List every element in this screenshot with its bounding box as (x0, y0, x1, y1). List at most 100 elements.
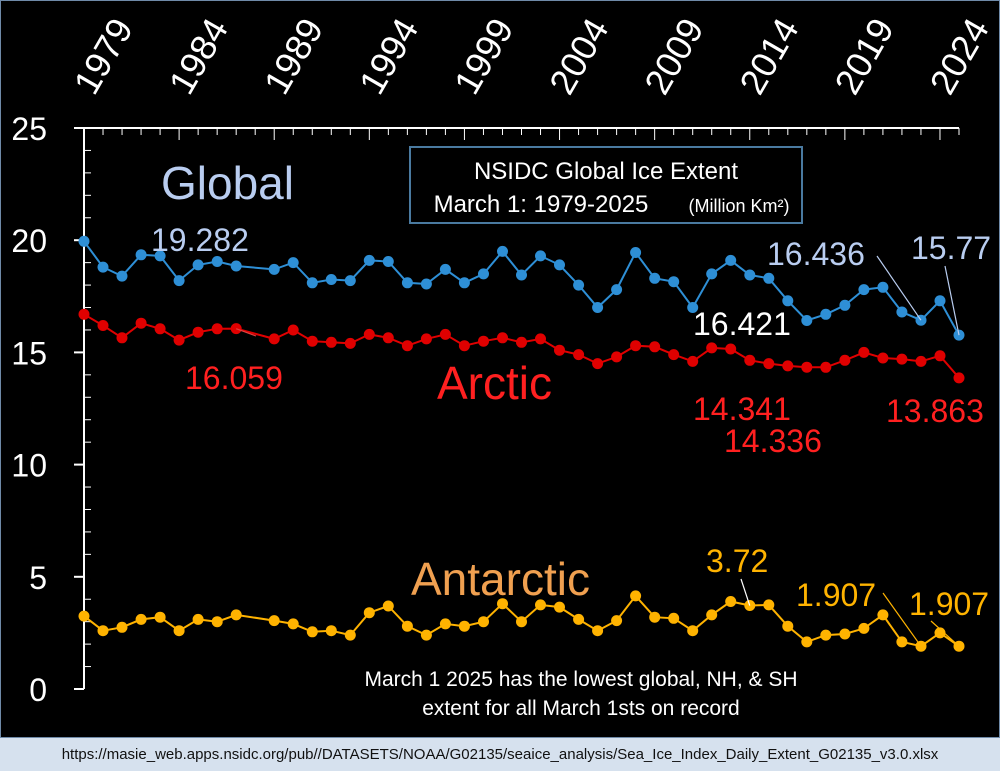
chart-panel: 0 5 10 15 20 25 1979 1984 1989 1994 1999 2004 2009 20… (0, 0, 1000, 738)
data-point-arctic (192, 326, 204, 338)
data-point-global (573, 279, 585, 291)
data-point-antarctic (535, 599, 546, 611)
data-point-antarctic (116, 621, 128, 633)
x-tick-label: 1979 (65, 11, 141, 101)
data-point-global (554, 259, 565, 271)
data-point-antarctic (801, 636, 813, 648)
data-point-arctic (344, 337, 356, 349)
data-point-global (154, 250, 166, 262)
data-point-antarctic (287, 618, 299, 630)
y-tick-label: 15 (11, 335, 47, 371)
data-point-global (782, 295, 794, 307)
data-point-arctic (877, 352, 889, 364)
data-point-global (382, 256, 394, 267)
data-point-antarctic (306, 626, 318, 638)
series-label-arctic: Arctic (437, 357, 552, 409)
data-point-global (363, 254, 375, 266)
series-line-antarctic (83, 594, 960, 648)
note-line2: extent for all March 1sts on record (422, 697, 739, 720)
data-point-global (668, 276, 680, 288)
data-point-global (896, 306, 908, 318)
data-point-global (192, 259, 204, 271)
data-point-arctic (668, 349, 680, 361)
data-point-arctic (554, 344, 565, 356)
data-label-arctic-1987: 16.059 (185, 360, 283, 396)
x-tick-label: 1989 (256, 11, 332, 101)
data-point-antarctic (439, 618, 451, 630)
data-point-antarctic (382, 600, 394, 612)
series-line-global (83, 240, 960, 336)
data-point-global (801, 315, 813, 326)
data-point-global (516, 269, 527, 281)
data-point-antarctic (839, 628, 851, 640)
data-point-arctic (934, 350, 946, 362)
data-point-arctic (535, 333, 546, 345)
data-point-arctic (649, 341, 661, 353)
data-label-antarctic-2014: 3.72 (706, 543, 768, 579)
data-point-arctic (420, 333, 432, 345)
x-tick-label: 1999 (446, 11, 522, 101)
data-point-arctic (858, 346, 870, 358)
data-point-global (763, 272, 775, 284)
x-tick-label: 1984 (161, 11, 237, 101)
series-points (78, 235, 965, 652)
data-point-antarctic (173, 625, 185, 637)
data-point-arctic (839, 354, 851, 366)
data-point-arctic (382, 332, 394, 344)
data-point-global (877, 281, 889, 293)
data-point-global (611, 284, 623, 296)
data-point-antarctic (363, 607, 375, 619)
x-tick-label: 2024 (921, 11, 997, 101)
data-point-arctic (592, 358, 604, 370)
data-point-antarctic (458, 620, 470, 632)
data-point-global (439, 263, 451, 275)
data-point-antarctic (97, 625, 109, 637)
data-point-arctic (725, 343, 737, 355)
note-line1: March 1 2025 has the lowest global, NH, … (364, 668, 797, 691)
data-point-arctic (573, 349, 585, 361)
data-point-antarctic (706, 609, 718, 621)
data-point-arctic (497, 332, 508, 344)
data-point-antarctic (687, 625, 699, 637)
data-point-arctic (458, 340, 470, 352)
data-point-antarctic (611, 615, 623, 627)
data-point-antarctic (896, 636, 908, 648)
data-point-antarctic (554, 601, 565, 613)
data-point-arctic (915, 355, 927, 367)
data-point-global (725, 254, 737, 266)
data-label-antarctic-2023: 1.907 (796, 577, 876, 613)
data-point-arctic (401, 340, 413, 352)
series-lines (83, 240, 960, 648)
data-point-global (401, 277, 413, 289)
data-point-antarctic (725, 596, 737, 607)
data-point-global (306, 277, 318, 289)
data-point-arctic (439, 328, 451, 340)
data-point-antarctic (915, 640, 927, 652)
data-point-arctic (135, 317, 147, 329)
data-point-arctic (287, 324, 299, 336)
data-point-antarctic (516, 616, 527, 628)
data-point-antarctic (592, 625, 604, 637)
data-label-global-max: 19.282 (151, 222, 249, 258)
leader-global-2023 (876, 255, 922, 321)
data-point-antarctic (668, 612, 680, 624)
data-point-arctic (801, 361, 813, 373)
data-point-global (915, 314, 927, 326)
data-point-arctic (478, 335, 489, 347)
data-point-antarctic (934, 627, 946, 639)
data-point-arctic (516, 336, 527, 348)
data-point-global (535, 250, 546, 262)
data-point-global (744, 269, 756, 281)
data-label-global-2017: 16.421 (693, 306, 791, 342)
data-label-global-2023: 16.436 (767, 236, 865, 272)
x-tick-label: 2009 (636, 11, 712, 101)
data-point-antarctic (573, 613, 585, 625)
data-point-antarctic (877, 609, 889, 621)
data-point-global (116, 270, 128, 282)
data-point-global (820, 308, 832, 320)
data-point-arctic (154, 323, 166, 335)
data-point-global (420, 278, 432, 290)
data-point-antarctic (858, 622, 870, 634)
data-point-global (287, 257, 299, 269)
